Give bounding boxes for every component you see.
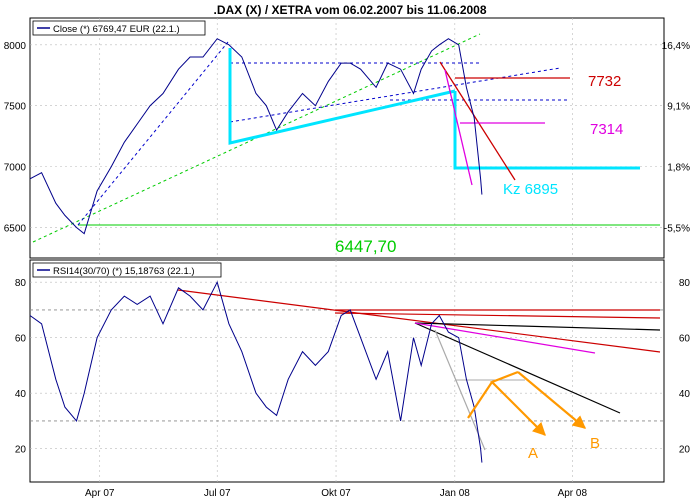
x-ticks: Apr 07 Jul 07 Okt 07 Jan 08 Apr 08 (85, 488, 587, 499)
rsi-y-tick-label: 20 (15, 445, 27, 456)
price-pct-tick-label: 16,4% (662, 41, 690, 52)
cyan-target (453, 91, 640, 170)
x-tick-label: Apr 08 (558, 488, 588, 499)
chart-title: .DAX (X) / XETRA vom 06.02.2007 bis 11.0… (213, 3, 486, 17)
magenta-down-line (444, 69, 473, 186)
blue-channel-mid (229, 67, 561, 123)
rsi-y-ticks-left: 20 40 60 80 (15, 278, 27, 456)
x-tick-label: Apr 07 (85, 488, 115, 499)
price-y-tick-label: 7500 (4, 102, 27, 113)
rsi-y-tick-label: 60 (679, 334, 691, 345)
rsi-y-tick-label: 80 (679, 278, 691, 289)
x-tick-label: Okt 07 (321, 488, 351, 499)
rsi-y-tick-label: 20 (679, 445, 691, 456)
x-tick-label: Jul 07 (204, 488, 231, 499)
rsi-y-tick-label: 80 (15, 278, 27, 289)
price-legend: Close (*) 6769,47 EUR (22.1.) (32, 20, 206, 36)
rsi-grey-line (434, 329, 486, 451)
price-pct-tick-label: 1,8% (667, 163, 690, 174)
rsi-black-line-1 (414, 322, 661, 331)
rsi-black-line-2 (414, 322, 621, 414)
price-y-tick-label: 7000 (4, 163, 27, 174)
price-pct-ticks: 16,4% 9,1% 1,8% -5,5% (662, 41, 690, 235)
x-tick-label: Jan 08 (440, 488, 470, 499)
label-b: B (590, 435, 600, 452)
price-y-tick-label: 6500 (4, 224, 27, 235)
close-price-line (29, 38, 483, 235)
rsi-y-tick-label: 60 (15, 334, 27, 345)
red-down-line (439, 61, 516, 181)
rsi-legend: RSI14(30/70) (*) 15,18763 (22.1.) (32, 262, 222, 278)
price-panel (29, 17, 665, 259)
label-kz-6895: Kz 6895 (503, 181, 558, 198)
label-a: A (528, 445, 538, 462)
label-7314: 7314 (590, 121, 623, 138)
rsi-magenta-line (414, 322, 596, 354)
rsi-panel (29, 259, 665, 483)
price-y-ticks: 6500 7000 7500 8000 (4, 41, 27, 235)
rsi-y-tick-label: 40 (15, 389, 27, 400)
rsi-line (29, 280, 483, 463)
label-6447: 6447,70 (335, 237, 396, 256)
rsi-y-tick-label: 40 (679, 389, 691, 400)
rsi-legend-text: RSI14(30/70) (*) 15,18763 (22.1.) (53, 266, 195, 277)
orange-arrow-b (517, 371, 587, 429)
rsi-y-ticks-right: 20 40 60 80 (679, 278, 691, 456)
price-y-tick-label: 8000 (4, 41, 27, 52)
label-7732: 7732 (588, 73, 621, 90)
rsi-red-line-3 (334, 312, 661, 319)
rsi-red-line-1 (177, 289, 661, 353)
price-pct-tick-label: 9,1% (667, 102, 690, 113)
cyan-triangle (228, 48, 456, 145)
price-pct-tick-label: -5,5% (664, 224, 690, 235)
price-legend-text: Close (*) 6769,47 EUR (22.1.) (53, 24, 180, 35)
